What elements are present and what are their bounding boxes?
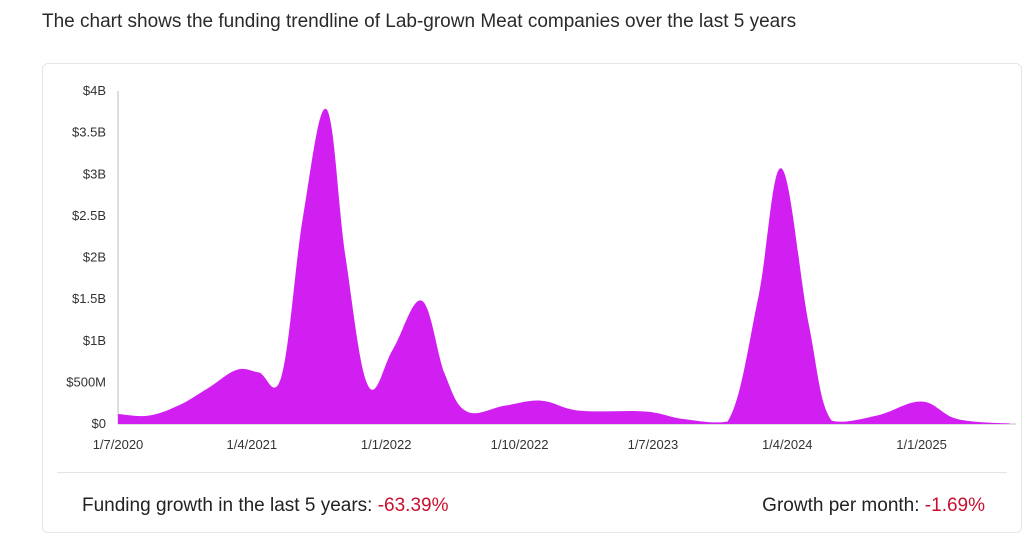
funding-growth-label: Funding growth in the last 5 years: xyxy=(82,495,378,516)
monthly-growth-label: Growth per month: xyxy=(762,495,925,516)
y-tick-label: $4B xyxy=(83,83,106,98)
x-tick-label: 1/7/2020 xyxy=(93,437,144,452)
x-tick-label: 1/1/2022 xyxy=(361,437,412,452)
funding-growth-value: -63.39% xyxy=(377,495,449,516)
y-tick-label: $0 xyxy=(92,416,106,431)
x-tick-label: 1/4/2024 xyxy=(762,437,813,452)
x-tick-label: 1/10/2022 xyxy=(491,437,549,452)
monthly-growth-stat: Growth per month: -1.69% xyxy=(762,495,985,517)
y-tick-label: $1B xyxy=(83,333,106,348)
funding-growth-stat: Funding growth in the last 5 years: -63.… xyxy=(82,495,449,517)
y-tick-label: $1.5B xyxy=(72,291,106,306)
x-axis: 1/7/2020 1/4/2021 1/1/2022 1/10/2022 1/7/202… xyxy=(93,437,947,452)
y-tick-label: $3B xyxy=(83,166,106,181)
divider xyxy=(57,472,1007,473)
x-tick-label: 1/1/2025 xyxy=(896,437,947,452)
y-tick-label: $500M xyxy=(66,374,106,389)
y-tick-label: $2B xyxy=(83,250,106,265)
y-tick-label: $2.5B xyxy=(72,208,106,223)
page-title: The chart shows the funding trendline of… xyxy=(42,11,797,32)
monthly-growth-value: -1.69% xyxy=(924,495,985,516)
y-axis: $0 $500M $1B $1.5B $2B $2.5B $3B $3.5B $4B xyxy=(66,83,106,431)
y-tick-label: $3.5B xyxy=(72,125,106,140)
chart-card: $0 $500M $1B $1.5B $2B $2.5B $3B $3.5B $4B 1/7/2… xyxy=(42,63,1022,533)
funding-area xyxy=(118,108,1010,424)
funding-area-chart: $0 $500M $1B $1.5B $2B $2.5B $3B $3.5B $4B 1/7/2… xyxy=(66,83,1016,452)
x-tick-label: 1/4/2021 xyxy=(227,437,278,452)
x-tick-label: 1/7/2023 xyxy=(628,437,679,452)
